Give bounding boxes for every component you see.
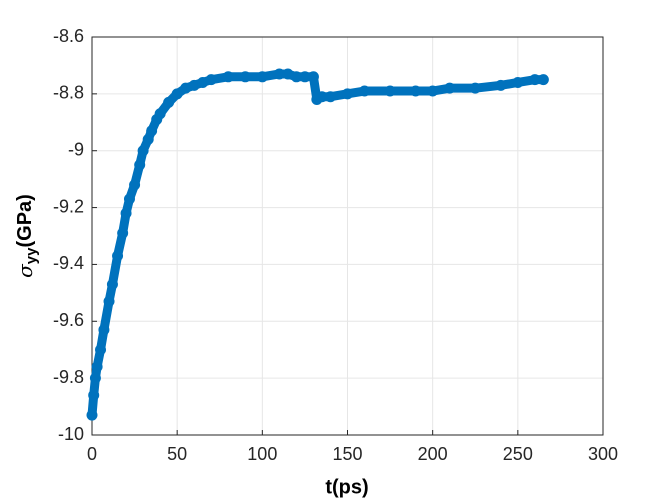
data-point: [359, 85, 371, 97]
data-point: [98, 324, 110, 336]
y-tick-label: -9.2: [53, 196, 84, 216]
x-tick-label: 300: [588, 444, 618, 464]
x-tick-label: 50: [167, 444, 187, 464]
data-point: [410, 85, 422, 97]
data-point: [112, 250, 124, 262]
y-label-symbol: σ: [13, 263, 37, 278]
data-point: [154, 108, 166, 120]
data-point: [123, 193, 135, 205]
data-point: [120, 207, 132, 219]
data-point: [171, 88, 183, 100]
y-tick-label: -10: [58, 424, 84, 444]
data-point: [537, 74, 549, 86]
y-label-subscript: yy: [23, 247, 40, 264]
data-point: [89, 372, 101, 384]
x-tick-label: 200: [418, 444, 448, 464]
y-tick-label: -9.6: [53, 310, 84, 330]
data-point: [444, 82, 456, 94]
y-axis-label: σyy(GPa): [13, 194, 40, 278]
data-point: [91, 361, 103, 373]
x-axis-label: t(ps): [325, 476, 368, 498]
data-point: [239, 71, 251, 83]
data-point: [307, 71, 319, 83]
y-tick-label: -9: [68, 139, 84, 159]
data-point: [129, 179, 141, 191]
data-point: [163, 96, 175, 108]
y-tick-label: -8.6: [53, 26, 84, 46]
data-line: [87, 69, 548, 420]
data-point: [95, 344, 107, 356]
data-point: [146, 125, 158, 137]
data-point: [137, 145, 149, 157]
x-tick-label: 150: [332, 444, 362, 464]
data-point: [512, 76, 524, 88]
data-point: [342, 88, 353, 100]
x-tick-label: 0: [87, 444, 97, 464]
data-point: [495, 79, 507, 91]
data-point: [106, 278, 118, 290]
y-tick-label: -9.8: [53, 367, 84, 387]
y-tick-label: -9.4: [53, 253, 84, 273]
data-point: [134, 159, 146, 171]
data-point: [103, 295, 115, 307]
data-point: [427, 85, 439, 97]
data-point: [469, 82, 481, 94]
data-point: [222, 71, 234, 83]
y-label-unit: (GPa): [14, 194, 36, 247]
data-point: [86, 409, 98, 421]
data-point: [117, 227, 129, 239]
data-point: [384, 85, 396, 97]
data-point: [256, 71, 268, 83]
x-tick-label: 100: [247, 444, 277, 464]
x-tick-label: 250: [503, 444, 533, 464]
data-point: [205, 74, 217, 86]
y-tick-label: -8.8: [53, 83, 84, 103]
data-point: [324, 91, 336, 103]
data-point: [88, 389, 100, 401]
plot-frame: [91, 36, 604, 436]
